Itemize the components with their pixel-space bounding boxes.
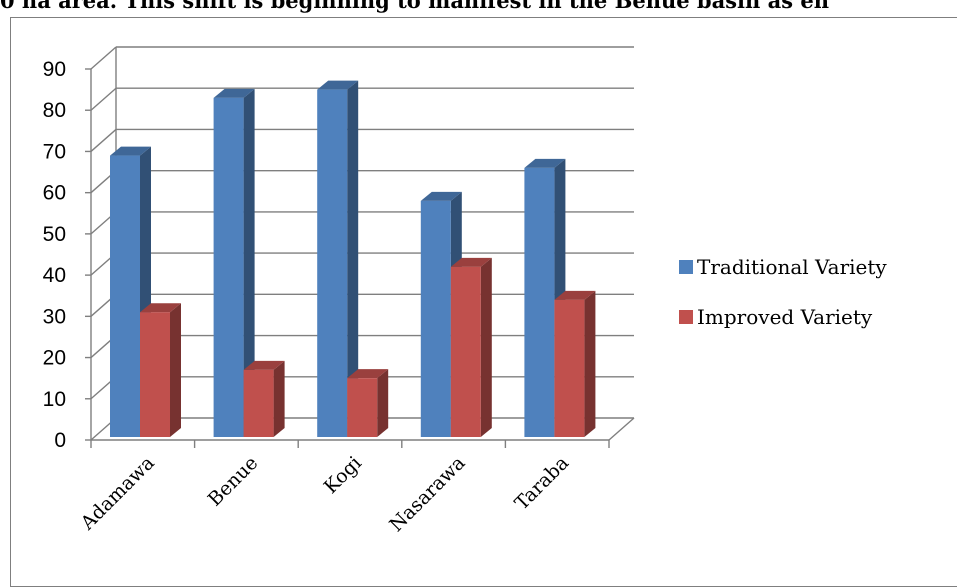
- bar-front: [347, 378, 378, 437]
- bar: [317, 80, 359, 437]
- y-tick-label: 70: [43, 140, 66, 163]
- bar: [554, 290, 596, 437]
- legend-item: Improved Variety: [679, 305, 873, 329]
- bar-front: [243, 369, 274, 437]
- x-tick-label: Nasarawa: [385, 452, 469, 536]
- x-axis-ticks: Adamawa Benue Kogi Nasarawa Taraba: [76, 440, 610, 536]
- bar-front: [450, 266, 481, 437]
- bar-top: [524, 158, 566, 168]
- bar-front: [110, 155, 140, 438]
- bar-front: [554, 299, 585, 437]
- bar: [213, 88, 255, 437]
- y-tick-label: 80: [43, 99, 66, 122]
- bar-front: [524, 167, 555, 437]
- y-tick-label: 60: [43, 182, 66, 205]
- bar-top: [420, 191, 462, 201]
- y-axis-ticks: 0 10 20 30 40 50 60 70 80 90: [43, 58, 66, 452]
- document-caption: 0 ha area. This shift is beginning to ma…: [0, 0, 829, 13]
- gridline-side: [90, 87, 117, 111]
- bar-front: [420, 200, 451, 437]
- bar-side: [584, 290, 596, 437]
- bar-top: [450, 257, 492, 267]
- bar-side: [377, 369, 389, 437]
- bar-side: [243, 88, 255, 437]
- legend-item: Traditional Variety: [679, 255, 887, 279]
- y-tick-label: 20: [43, 347, 66, 370]
- bar-top: [317, 80, 359, 90]
- gridline-side: [90, 46, 117, 70]
- y-tick-label: 40: [43, 264, 66, 287]
- bar-top: [110, 146, 151, 156]
- legend-label: Traditional Variety: [697, 255, 887, 279]
- legend-swatch: [679, 310, 693, 324]
- x-tick-label: Kogi: [320, 452, 366, 498]
- bar-top: [140, 303, 181, 313]
- x-tick-label: Benue: [204, 452, 263, 511]
- x-tick-label: Adamawa: [76, 452, 159, 535]
- bar-top: [243, 360, 285, 370]
- legend-swatch: [679, 260, 693, 274]
- bar: [450, 257, 492, 437]
- x-tick-label: Taraba: [511, 452, 574, 515]
- legend-label: Improved Variety: [697, 305, 873, 329]
- bar-top: [554, 290, 596, 300]
- bar-front: [317, 89, 348, 437]
- bar-top: [213, 88, 255, 98]
- bar: [140, 303, 181, 437]
- y-tick-label: 30: [43, 305, 66, 328]
- gridline-side: [90, 128, 117, 152]
- y-tick-label: 50: [43, 223, 66, 246]
- y-tick-label: 10: [43, 388, 66, 411]
- bar-top: [347, 369, 389, 379]
- bar-side: [273, 360, 285, 437]
- floor-edge: [608, 417, 635, 441]
- y-tick-label: 90: [43, 58, 66, 81]
- bar: [243, 360, 285, 437]
- y-tick-label: 0: [54, 429, 66, 452]
- bars: [110, 80, 596, 438]
- bar-side: [347, 80, 359, 437]
- bar-front: [140, 312, 170, 437]
- bar-side: [480, 257, 492, 437]
- bar-side: [170, 303, 181, 437]
- bar-front: [213, 97, 244, 437]
- legend: Traditional Variety Improved Variety: [679, 255, 887, 329]
- bar: [347, 369, 389, 437]
